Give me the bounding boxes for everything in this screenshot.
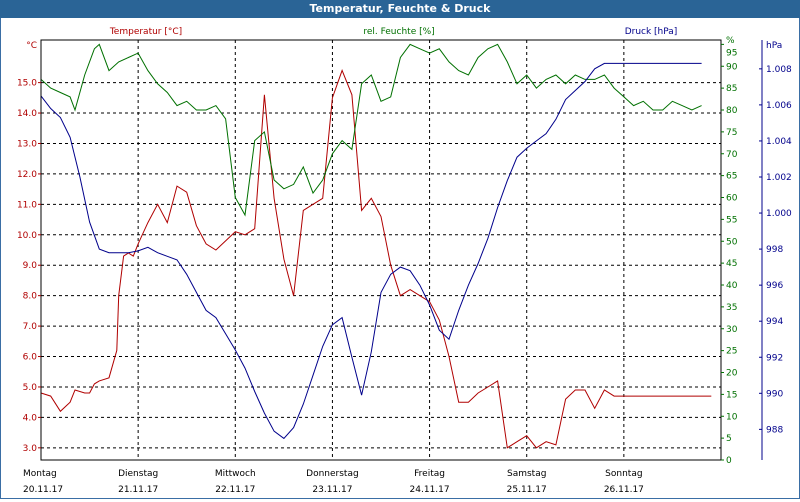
labels: 3.0 4.0 5.0 6.0 7.0 8.0 9.0 10.0 11.0 12.0 13.0 14.… <box>17 27 792 495</box>
x-tick-day-label: Samstag <box>507 469 546 479</box>
temperature-tick-label: 11.0 <box>17 200 37 210</box>
series-line-temperature <box>40 68 712 449</box>
humidity-tick-label: 55 <box>726 215 737 225</box>
humidity-tick-label: 25 <box>726 347 737 357</box>
humidity-tick-label: 75 <box>726 128 737 138</box>
pressure-tick-label: 1.004 <box>766 137 792 147</box>
temperature-unit-label: °C <box>26 41 37 51</box>
humidity-tick-label: 50 <box>726 237 738 247</box>
x-tick-day-label: Sonntag <box>605 469 642 479</box>
humidity-tick-label: 60 <box>726 194 738 204</box>
humidity-tick-label: 10 <box>726 412 738 422</box>
axes <box>38 39 763 461</box>
temperature-tick-label: 5.0 <box>23 383 38 393</box>
humidity-tick-label: 0 <box>726 456 732 466</box>
temperature-tick-label: 7.0 <box>23 322 38 332</box>
x-tick-date-label: 22.11.17 <box>215 485 255 495</box>
humidity-tick-label: 95 <box>726 48 737 58</box>
x-tick-day-label: Dienstag <box>118 469 158 479</box>
humidity-tick-label: 45 <box>726 259 737 269</box>
x-tick-date-label: 24.11.17 <box>410 485 450 495</box>
humidity-unit-label: % <box>726 36 735 46</box>
pressure-unit-label: hPa <box>766 41 782 51</box>
x-tick-day-label: Montag <box>23 469 57 479</box>
temperature-tick-label: 4.0 <box>23 413 38 423</box>
pressure-tick-label: 1.002 <box>766 173 792 183</box>
pressure-tick-label: 1.006 <box>766 101 792 111</box>
x-tick-day-label: Freitag <box>414 469 445 479</box>
pressure-tick-label: 994 <box>766 317 783 327</box>
pressure-tick-label: 990 <box>766 389 783 399</box>
temperature-tick-label: 15.0 <box>17 79 37 89</box>
humidity-tick-label: 40 <box>726 281 738 291</box>
pressure-tick-label: 998 <box>766 245 783 255</box>
x-tick-day-label: Donnerstag <box>306 469 359 479</box>
series-group <box>40 43 712 449</box>
x-tick-date-label: 25.11.17 <box>507 485 547 495</box>
temperature-tick-label: 8.0 <box>23 292 38 302</box>
x-tick-date-label: 26.11.17 <box>604 485 644 495</box>
humidity-tick-label: 20 <box>726 369 738 379</box>
x-tick-date-label: 23.11.17 <box>312 485 352 495</box>
pressure-axis-title: Druck [hPa] <box>625 27 678 37</box>
humidity-tick-label: 5 <box>726 434 732 444</box>
humidity-tick-label: 80 <box>726 106 738 116</box>
temperature-tick-label: 14.0 <box>17 109 37 119</box>
temperature-tick-label: 6.0 <box>23 353 38 363</box>
pressure-tick-label: 1.008 <box>766 65 792 75</box>
humidity-tick-label: 35 <box>726 303 737 313</box>
humidity-tick-label: 70 <box>726 150 738 160</box>
plot-frame <box>40 39 722 461</box>
grid <box>41 40 721 460</box>
pressure-tick-label: 992 <box>766 353 783 363</box>
humidity-tick-label: 65 <box>726 172 737 182</box>
pressure-tick-label: 996 <box>766 281 783 291</box>
x-tick-date-label: 21.11.17 <box>118 485 158 495</box>
temperature-axis-title: Temperatur [°C] <box>109 27 182 37</box>
temperature-tick-label: 12.0 <box>17 170 37 180</box>
temperature-tick-label: 10.0 <box>17 231 37 241</box>
pressure-tick-label: 1.000 <box>766 209 792 219</box>
temperature-tick-label: 9.0 <box>23 261 38 271</box>
humidity-tick-label: 30 <box>726 325 738 335</box>
window-title: Temperatur, Feuchte & Druck <box>0 0 800 18</box>
humidity-tick-label: 90 <box>726 62 738 72</box>
pressure-tick-label: 988 <box>766 425 783 435</box>
series-line-pressure <box>40 62 702 440</box>
humidity-tick-label: 15 <box>726 390 737 400</box>
x-tick-day-label: Mittwoch <box>215 469 256 479</box>
x-tick-date-label: 20.11.17 <box>23 485 63 495</box>
temperature-tick-label: 13.0 <box>17 139 37 149</box>
weather-chart: 3.0 4.0 5.0 6.0 7.0 8.0 9.0 10.0 11.0 12.0 13.0 14.… <box>17 27 792 495</box>
series-line-humidity <box>40 43 702 217</box>
humidity-axis-title: rel. Feuchte [%] <box>363 27 434 37</box>
chart-panel: 3.0 4.0 5.0 6.0 7.0 8.0 9.0 10.0 11.0 12.0 13.0 14.… <box>0 18 800 499</box>
temperature-tick-label: 3.0 <box>23 444 38 454</box>
humidity-tick-label: 85 <box>726 84 737 94</box>
